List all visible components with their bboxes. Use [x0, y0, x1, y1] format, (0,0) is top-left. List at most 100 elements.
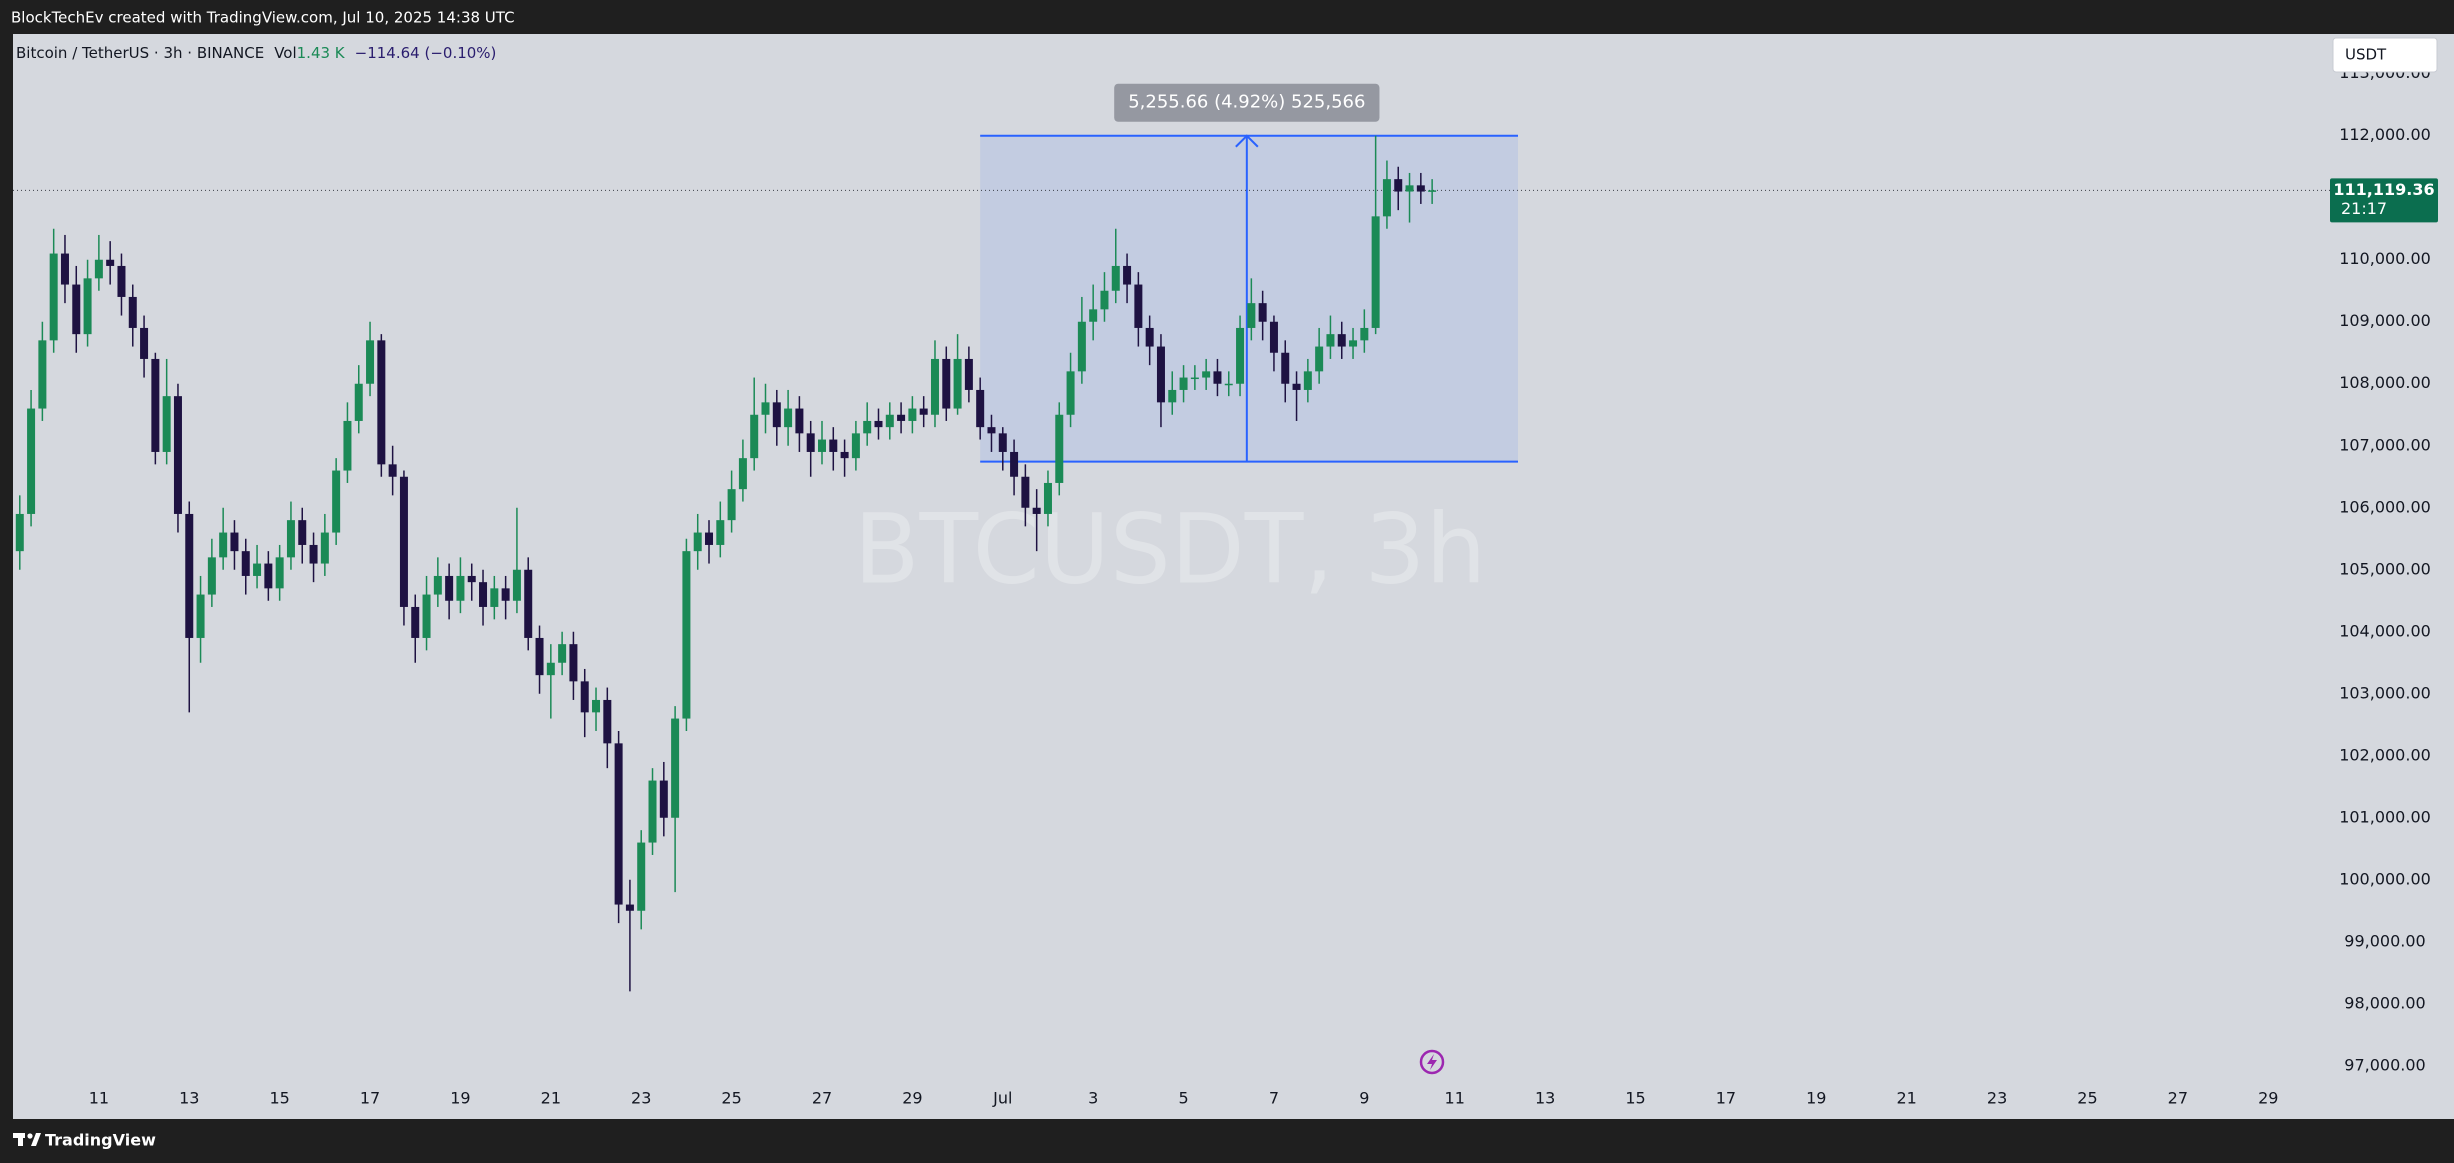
candle-body: [83, 278, 92, 335]
candle-body: [1236, 327, 1245, 384]
x-tick-label: 27: [2168, 1089, 2188, 1108]
candle-body: [38, 340, 47, 409]
candle-body: [964, 358, 973, 390]
candle-body: [637, 842, 646, 911]
brand: TradingView: [45, 1131, 156, 1150]
candle-body: [693, 532, 702, 552]
x-tick-label: 29: [2258, 1089, 2278, 1108]
candle-body: [1303, 371, 1312, 390]
candle-body: [298, 520, 307, 545]
candle-body: [1123, 265, 1132, 285]
candle-body: [1360, 327, 1369, 341]
candle-body: [1032, 507, 1041, 514]
candle-body: [185, 513, 194, 638]
candle-body: [524, 569, 533, 638]
candle-body: [354, 383, 363, 421]
y-tick-label: 106,000.00: [2339, 497, 2431, 516]
candle-body: [49, 253, 58, 341]
candle-body: [603, 699, 612, 744]
candle-body: [117, 265, 126, 297]
y-tick-label: 103,000.00: [2339, 683, 2431, 702]
candle-body: [275, 557, 284, 589]
candle-body: [682, 551, 691, 719]
candle-body: [1055, 414, 1064, 483]
candle-body: [433, 575, 442, 595]
chart-background: [13, 34, 2454, 1119]
x-tick-label: 23: [1987, 1089, 2007, 1108]
candle-body: [162, 396, 171, 452]
candle-body: [874, 420, 883, 428]
measure-label-box: [1114, 83, 1380, 122]
candle-body: [27, 408, 36, 514]
measure-box: [980, 135, 1519, 462]
x-tick-label: 9: [1359, 1089, 1369, 1108]
candle-body: [546, 662, 555, 676]
x-tick-label: 19: [450, 1089, 470, 1108]
candle-body: [1066, 371, 1075, 415]
candle-body: [1349, 340, 1358, 347]
candle-body: [761, 402, 770, 415]
candle-body: [94, 259, 103, 279]
x-tick-label: 11: [1445, 1089, 1465, 1108]
x-tick-label: 13: [179, 1089, 199, 1108]
y-tick-label: 100,000.00: [2339, 869, 2431, 888]
candle-body: [411, 606, 420, 638]
candle-body: [1021, 476, 1030, 508]
candle-body: [1089, 309, 1098, 322]
candle-body: [196, 594, 205, 638]
candle-body: [1337, 334, 1346, 347]
candle-body: [580, 681, 589, 713]
candle-body: [558, 644, 567, 663]
candle-body: [106, 259, 115, 266]
candle-body: [207, 557, 216, 595]
candle-body: [1428, 190, 1437, 192]
candle-body: [930, 358, 939, 415]
x-tick-label: 23: [631, 1089, 651, 1108]
candle-body: [1315, 346, 1324, 372]
candle-body: [219, 532, 228, 558]
currency-box[interactable]: [2332, 37, 2438, 73]
candle-body: [863, 420, 872, 434]
candle-body: [987, 427, 996, 434]
y-tick-label: 107,000.00: [2339, 435, 2431, 454]
candle-body: [1258, 303, 1267, 322]
candle-body: [817, 439, 826, 452]
x-tick-label: 19: [1806, 1089, 1826, 1108]
candle-body: [1202, 371, 1211, 378]
candle-body: [1292, 383, 1301, 390]
candle-body: [772, 402, 781, 428]
candle-body: [592, 699, 601, 713]
legend: Bitcoin / TetherUS · 3h · BINANCE Vol1.43…: [16, 44, 496, 62]
candle-body: [512, 569, 521, 601]
x-tick-label: 27: [812, 1089, 832, 1108]
candle-body: [784, 408, 793, 428]
candle-body: [151, 358, 160, 452]
candle-body: [1111, 265, 1120, 291]
currency[interactable]: USDT: [2345, 46, 2387, 64]
last-price-tag: [2330, 178, 2438, 223]
y-tick-label: 105,000.00: [2339, 559, 2431, 578]
candle-body: [1190, 377, 1199, 380]
candle-body: [479, 582, 488, 607]
candle-body: [366, 340, 375, 384]
measure-label: 5,255.66 (4.92%) 525,566: [1128, 92, 1365, 113]
candle-body: [15, 513, 24, 552]
candle-body: [490, 588, 499, 607]
alert-icon[interactable]: [1419, 1049, 1445, 1075]
candle-body: [1224, 383, 1233, 386]
candle-body: [230, 532, 239, 552]
candle-body: [1043, 482, 1052, 514]
candle-body: [727, 489, 736, 521]
watermark: BTCUSDT, 3h: [854, 493, 1487, 605]
candle-body: [716, 520, 725, 545]
candle-body: [1100, 290, 1109, 310]
y-tick-label: 99,000.00: [2344, 931, 2425, 950]
candle-body: [140, 327, 149, 359]
x-tick-label: 7: [1269, 1089, 1279, 1108]
x-tick-label: 29: [902, 1089, 922, 1108]
y-tick-label: 98,000.00: [2344, 993, 2425, 1012]
candle-body: [241, 551, 250, 576]
candle-body: [264, 563, 273, 589]
x-tick-label: 25: [2077, 1089, 2097, 1108]
x-tick-label: Jul: [992, 1089, 1012, 1108]
